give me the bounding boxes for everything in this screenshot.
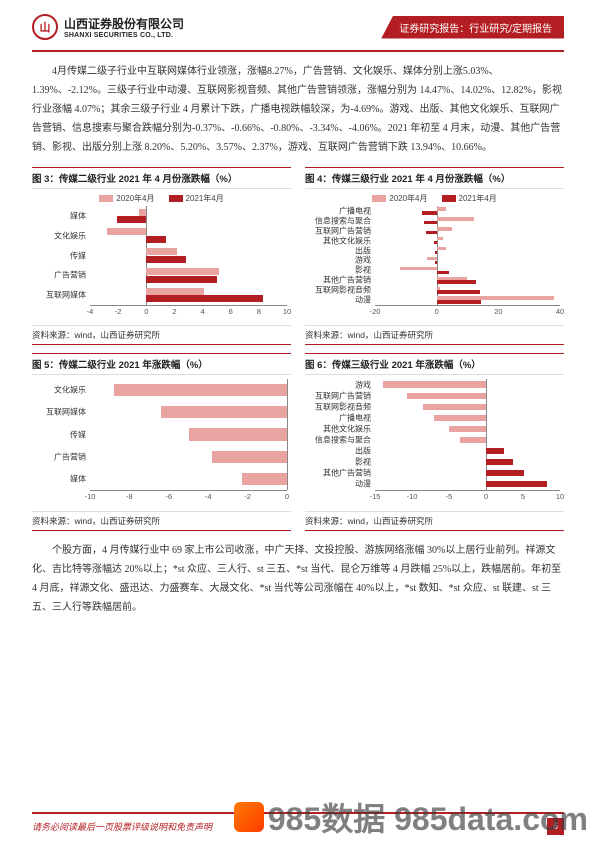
watermark-logo-icon — [234, 802, 264, 832]
category-label: 互联网媒体 — [46, 290, 90, 301]
chart-title: 图 5：传媒二级行业 2021 年涨跌幅（%） — [32, 353, 291, 375]
bar — [139, 209, 146, 216]
bar — [437, 247, 446, 250]
bar — [486, 481, 547, 487]
chart-plot: 文化娱乐互联网媒体传媒广告营销媒体-10-8-6-4-20 — [32, 379, 291, 509]
paragraph-2: 个股方面，4 月传媒行业中 69 家上市公司收涨，中广天择、文投控股、游族网络涨… — [32, 541, 564, 617]
bar — [146, 256, 185, 263]
bar — [424, 221, 437, 224]
bar — [435, 251, 437, 254]
category-label: 媒体 — [70, 210, 90, 221]
chart-title: 图 6：传媒三级行业 2021 年涨跌幅（%） — [305, 353, 564, 375]
bar — [407, 393, 486, 399]
bar — [437, 207, 446, 210]
bar — [422, 211, 436, 214]
category-label: 动漫 — [355, 295, 375, 306]
bar — [114, 384, 287, 396]
chart-block: 图 5：传媒二级行业 2021 年涨跌幅（%） 文化娱乐互联网媒体传媒广告营销媒体… — [32, 353, 291, 531]
bar — [437, 237, 443, 240]
bar — [486, 470, 524, 476]
category-label: 互联网广告营销 — [315, 390, 375, 401]
category-label: 文化娱乐 — [54, 230, 90, 241]
chart-plot: 2020年4月2021年4月广播电视信息搜索与聚合互联网广告营销其他文化娱乐出版… — [305, 193, 564, 323]
x-axis-ticks: -4-20246810 — [90, 306, 287, 318]
bar — [189, 428, 288, 440]
bar — [437, 300, 482, 303]
bar — [146, 276, 216, 283]
chart-source: 资料来源：wind，山西证券研究所 — [305, 511, 564, 531]
chart-block: 图 6：传媒三级行业 2021 年涨跌幅（%） 游戏互联网广告营销互联网影视音频广… — [305, 353, 564, 531]
bar — [400, 267, 437, 270]
bar — [146, 295, 263, 302]
bar — [437, 227, 452, 230]
bar — [449, 426, 486, 432]
chart-title: 图 3：传媒二级行业 2021 年 4 月份涨跌幅（%） — [32, 167, 291, 189]
bar — [212, 451, 287, 463]
category-label: 媒体 — [70, 473, 90, 484]
bar — [437, 280, 476, 283]
x-axis-ticks: -10-8-6-4-20 — [90, 491, 287, 503]
category-label: 影视 — [355, 457, 375, 468]
chart-block: 图 3：传媒二级行业 2021 年 4 月份涨跌幅（%） 2020年4月2021年… — [32, 167, 291, 345]
category-label: 广播电视 — [339, 412, 375, 423]
bar — [434, 415, 486, 421]
brand: 山 山西证券股份有限公司 SHANXI SECURITIES CO., LTD. — [32, 14, 184, 40]
charts-grid: 图 3：传媒二级行业 2021 年 4 月份涨跌幅（%） 2020年4月2021年… — [32, 167, 564, 531]
category-label: 出版 — [355, 446, 375, 457]
category-label: 传媒 — [70, 250, 90, 261]
bar — [146, 288, 204, 295]
page-header: 山 山西证券股份有限公司 SHANXI SECURITIES CO., LTD.… — [32, 0, 564, 48]
bar — [107, 228, 146, 235]
bar — [435, 261, 436, 264]
category-label: 互联网影视音频 — [315, 401, 375, 412]
chart-source: 资料来源：wind，山西证券研究所 — [32, 325, 291, 345]
bar — [486, 459, 513, 465]
paragraph-1: 4月传媒二级子行业中互联网媒体行业领涨，涨幅8.27%，广告营销、文化娱乐、媒体… — [32, 62, 564, 157]
chart-plot: 游戏互联网广告营销互联网影视音频广播电视其他文化娱乐信息搜索与聚合出版影视其他广… — [305, 379, 564, 509]
bar — [437, 217, 474, 220]
brand-logo-icon: 山 — [32, 14, 58, 40]
chart-source: 资料来源：wind，山西证券研究所 — [32, 511, 291, 531]
x-axis-ticks: -15-10-50510 — [375, 491, 560, 503]
bar — [146, 236, 166, 243]
brand-name-en: SHANXI SECURITIES CO., LTD. — [64, 32, 184, 39]
chart-legend: 2020年4月2021年4月 — [305, 193, 564, 204]
category-label: 广告营销 — [54, 451, 90, 462]
watermark-text: 985数据 985data.com — [268, 794, 588, 840]
chart-block: 图 4：传媒三级行业 2021 年 4 月份涨跌幅（%） 2020年4月2021年… — [305, 167, 564, 345]
bar — [437, 290, 480, 293]
category-label: 信息搜索与聚合 — [315, 435, 375, 446]
header-classification: 证券研究报告：行业研究/定期报告 — [381, 16, 564, 39]
bar — [437, 271, 450, 274]
category-label: 游戏 — [355, 379, 375, 390]
category-label: 其他文化娱乐 — [323, 423, 375, 434]
category-label: 互联网媒体 — [46, 407, 90, 418]
bar — [426, 231, 436, 234]
category-label: 传媒 — [70, 429, 90, 440]
chart-source: 资料来源：wind，山西证券研究所 — [305, 325, 564, 345]
x-axis-ticks: -2002040 — [375, 306, 560, 318]
bar — [146, 248, 177, 255]
bar — [423, 404, 486, 410]
category-label: 动漫 — [355, 479, 375, 490]
bar — [161, 406, 287, 418]
bar — [434, 241, 436, 244]
chart-legend: 2020年4月2021年4月 — [32, 193, 291, 204]
category-label: 文化娱乐 — [54, 385, 90, 396]
category-label: 其他广告营销 — [323, 468, 375, 479]
watermark: 985数据 985data.com — [234, 794, 588, 840]
chart-plot: 2020年4月2021年4月媒体文化娱乐传媒广告营销互联网媒体-4-202468… — [32, 193, 291, 323]
bar — [383, 381, 486, 387]
bar — [242, 473, 287, 485]
brand-name-cn: 山西证券股份有限公司 — [64, 15, 184, 32]
bar — [486, 448, 504, 454]
bar — [460, 437, 486, 443]
category-label: 广告营销 — [54, 270, 90, 281]
chart-title: 图 4：传媒三级行业 2021 年 4 月份涨跌幅（%） — [305, 167, 564, 189]
header-rule — [32, 50, 564, 52]
footer-disclaimer: 请务必阅读最后一页股票评级说明和免责声明 — [32, 820, 212, 833]
bar — [146, 268, 219, 275]
bar — [117, 216, 147, 223]
